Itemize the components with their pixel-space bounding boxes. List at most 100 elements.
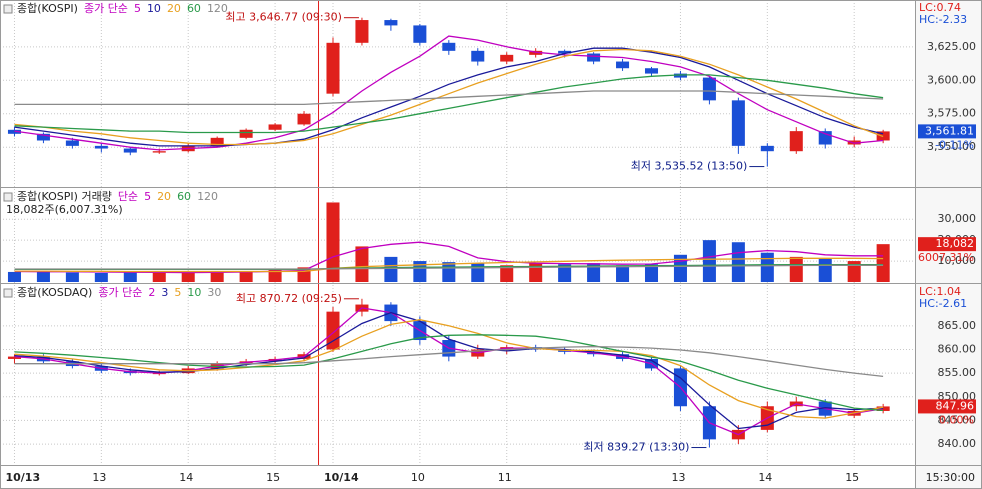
y-tick-label: 10,000 (938, 254, 977, 267)
candle-body (587, 53, 601, 62)
volume-bar (413, 261, 427, 282)
current-label: 3,561.81 (925, 124, 974, 137)
legend-entry: 120 (207, 2, 228, 15)
x-tick-label: 11 (498, 471, 512, 484)
volume-bar (644, 264, 659, 282)
volume-bar (789, 256, 803, 282)
volume-bar (210, 271, 224, 282)
volume-bar (731, 242, 745, 282)
legend-entry: 5 (174, 286, 181, 299)
y-tick-label: 3,600.00 (927, 73, 976, 86)
legend-entry: 5 (134, 2, 141, 15)
current-label: 847.96 (936, 399, 975, 412)
lc-label: LC:0.74 (919, 1, 961, 14)
volume-bar (616, 265, 630, 282)
x-tick-label: 10/13 (5, 471, 40, 484)
y-tick-label: 865.00 (938, 319, 977, 332)
candle-body (355, 20, 369, 43)
legend-entry: 3 (161, 286, 168, 299)
y-tick-label: 860.00 (938, 342, 977, 355)
volume-bar (65, 272, 79, 282)
y-tick-label: 845.00 (938, 413, 977, 426)
volume-bar (384, 256, 398, 282)
ma-line (14, 90, 884, 106)
label-layer: 10/13 13 14 15 10/14 10 11 13 14 15 3,550.00 3,575.… (3, 1, 977, 484)
volume-bar (587, 263, 601, 282)
candle-body (7, 129, 21, 134)
change-label: 0.00% (939, 413, 974, 426)
y-tick-label: 30,000 (938, 212, 977, 225)
ma-line (14, 35, 884, 151)
volume-bar (847, 261, 861, 282)
x-tick-label: 14 (758, 471, 772, 484)
candle-body (702, 77, 716, 101)
x-tick-label: 14 (179, 471, 193, 484)
ma-line (14, 311, 884, 430)
hc-label: HC:-2.33 (919, 13, 967, 26)
legend-entry: 30 (207, 286, 221, 299)
candle-body (326, 42, 340, 94)
volume-bar (876, 244, 890, 282)
volume-bar (123, 272, 137, 282)
x-tick-label: 15 (845, 471, 859, 484)
legend-icon (3, 288, 13, 298)
volume-bar (442, 262, 456, 282)
legend-icon (3, 4, 13, 14)
legend-entry: 60 (187, 2, 201, 15)
candle-body (500, 54, 514, 62)
candle-body (210, 137, 224, 146)
volume-bar (818, 258, 832, 282)
legend-entry: 120 (197, 190, 218, 203)
x-tick-label: 10 (411, 471, 425, 484)
current-tag (918, 399, 976, 414)
legend-title: 종합(KOSPI) (17, 2, 78, 15)
candle-body (644, 68, 659, 74)
candle-body (847, 140, 861, 145)
legend-title: 종합(KOSDAQ) (17, 286, 92, 299)
ma-line (14, 257, 884, 273)
volume-bar (36, 271, 50, 282)
candle-body (65, 140, 79, 146)
ma-line (14, 264, 884, 270)
volume-bar (7, 271, 21, 282)
volume-bar (471, 263, 485, 282)
candle-body (297, 113, 311, 125)
volume-label: 18,082주(6,007.31%) (6, 203, 123, 216)
ma-line (14, 307, 884, 436)
legend-subtitle: 단순 (118, 190, 138, 203)
low-annotation: 최저 3,535.52 (13:50) (631, 160, 748, 173)
current-tag (918, 237, 976, 252)
candle-body (442, 42, 456, 51)
candle-body (36, 133, 50, 141)
volume-bar (326, 202, 340, 282)
candle-body (7, 356, 21, 359)
candle-body (413, 25, 427, 43)
volume-bar (500, 265, 514, 282)
y-tick-label: 3,625.00 (927, 40, 976, 53)
legend-entry: 60 (177, 190, 191, 203)
hc-label: HC:-2.61 (919, 297, 967, 310)
candle-body (789, 131, 803, 152)
y-tick-label: 3,575.00 (927, 107, 976, 120)
volume-bar (268, 269, 282, 282)
ma-line (14, 345, 884, 378)
volume-bar (94, 273, 108, 282)
y-tick-label: 855.00 (938, 366, 977, 379)
candle-body (239, 129, 253, 138)
ma-line (14, 47, 884, 147)
change-label: 6007.31% (918, 251, 974, 264)
volume-bar (239, 271, 253, 282)
candle-body (94, 145, 108, 149)
volume-bar (152, 272, 166, 282)
plot-layer (7, 0, 890, 465)
high-annotation: 최고 870.72 (09:25) (236, 292, 342, 305)
ma-line (14, 48, 884, 146)
legend-entry: 10 (147, 2, 161, 15)
candle-body (384, 20, 398, 26)
legend-entry: 10 (187, 286, 201, 299)
volume-bar (558, 264, 572, 282)
legend-icon (3, 192, 13, 202)
y-tick-label: 840.00 (938, 437, 977, 450)
